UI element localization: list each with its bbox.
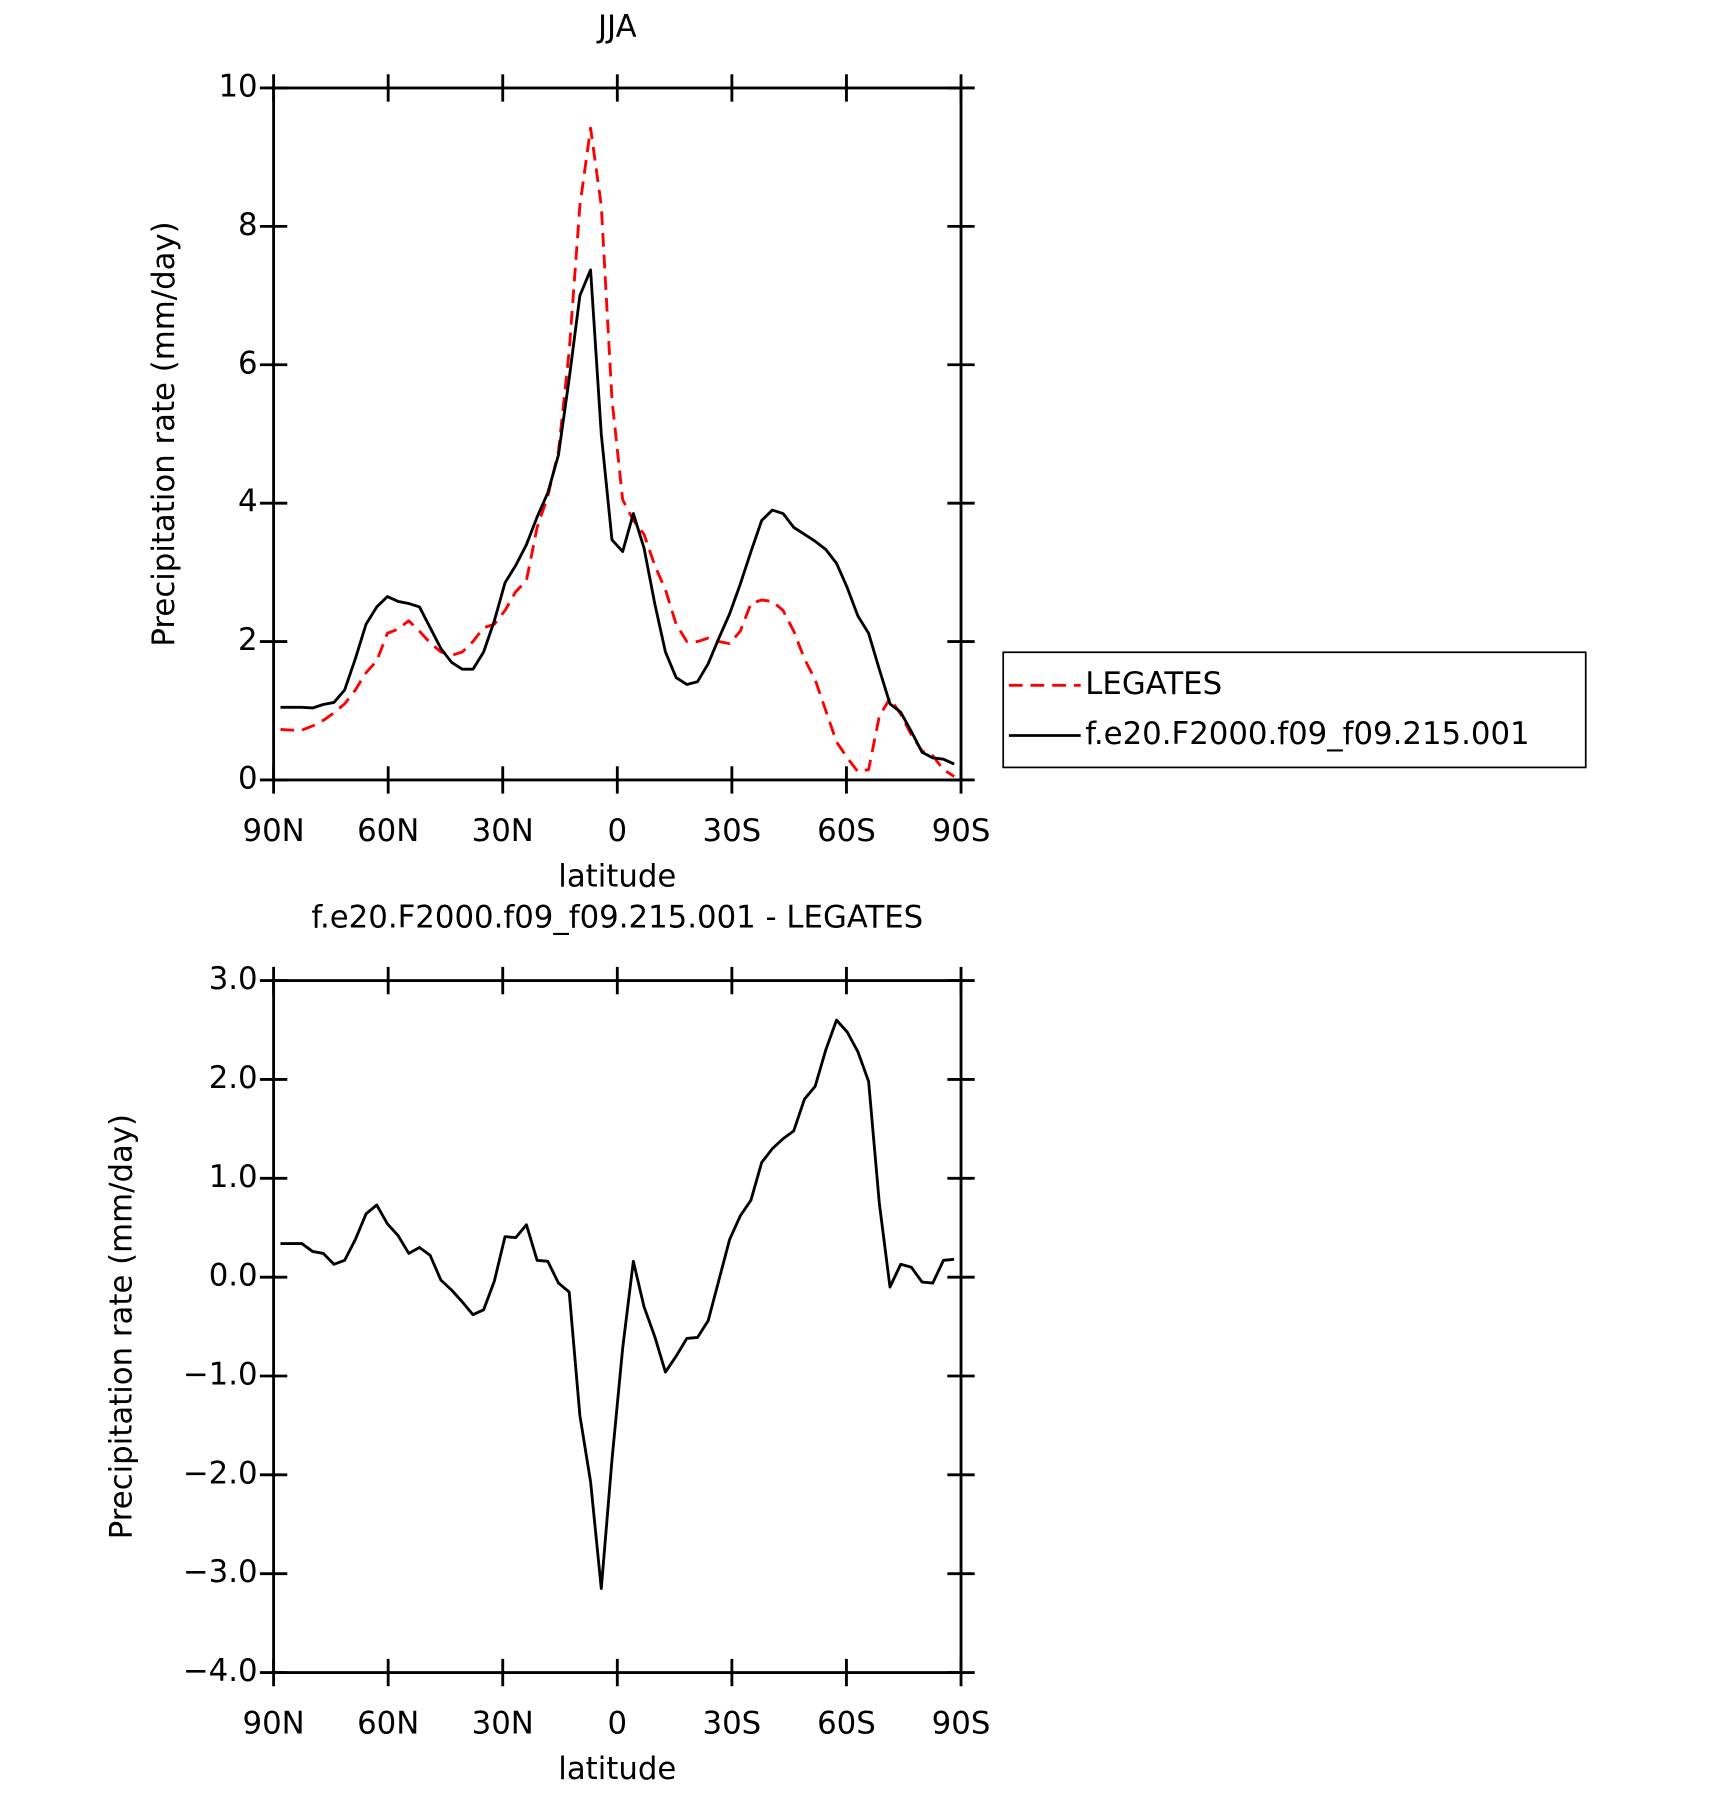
- y-axis-label: Precipitation rate (mm/day): [146, 221, 182, 646]
- legend-label: f.e20.F2000.f09_f09.215.001: [1085, 716, 1529, 752]
- plot-frame: [272, 979, 963, 1674]
- y-tick-label: −4.0: [183, 1653, 258, 1689]
- x-tick-label: 30N: [472, 1706, 534, 1742]
- x-tick-label: 60N: [357, 1706, 419, 1742]
- x-tick-label: 90S: [932, 1706, 991, 1742]
- y-tick-label: 2.0: [209, 1060, 258, 1096]
- x-tick-label: 30S: [703, 813, 762, 849]
- data-line: [280, 126, 955, 778]
- x-tick-label: 90N: [243, 813, 305, 849]
- y-tick-label: 10: [218, 68, 257, 104]
- y-tick-label: −2.0: [183, 1455, 258, 1491]
- x-tick-label: 60S: [817, 813, 876, 849]
- x-tick-label: 0: [608, 1706, 628, 1742]
- data-line: [280, 268, 955, 766]
- legend-box: [1002, 651, 1587, 769]
- y-tick-label: 1.0: [209, 1159, 258, 1195]
- y-tick-label: 6: [238, 345, 258, 381]
- y-tick-label: 0: [238, 760, 258, 796]
- x-tick-label: 30N: [472, 813, 534, 849]
- y-tick-label: −3.0: [183, 1554, 258, 1590]
- y-axis-label: Precipitation rate (mm/day): [104, 1114, 140, 1539]
- legend-label: LEGATES: [1085, 666, 1222, 702]
- x-axis-label: latitude: [558, 858, 676, 894]
- chart-title: JJA: [596, 9, 637, 45]
- data-line: [280, 1018, 955, 1590]
- chart-title: f.e20.F2000.f09_f09.215.001 - LEGATES: [311, 900, 923, 936]
- x-tick-label: 90S: [932, 813, 991, 849]
- y-tick-label: 0.0: [209, 1258, 258, 1294]
- x-tick-label: 0: [608, 813, 628, 849]
- x-tick-label: 60N: [357, 813, 419, 849]
- y-tick-label: −1.0: [183, 1357, 258, 1393]
- plot-frame: [272, 86, 963, 782]
- x-axis-label: latitude: [558, 1751, 676, 1787]
- y-tick-label: 8: [238, 207, 258, 243]
- y-tick-label: 4: [238, 484, 258, 520]
- x-tick-label: 60S: [817, 1706, 876, 1742]
- x-tick-label: 90N: [243, 1706, 305, 1742]
- y-tick-label: 2: [238, 622, 258, 658]
- y-tick-label: 3.0: [209, 961, 258, 997]
- x-tick-label: 30S: [703, 1706, 762, 1742]
